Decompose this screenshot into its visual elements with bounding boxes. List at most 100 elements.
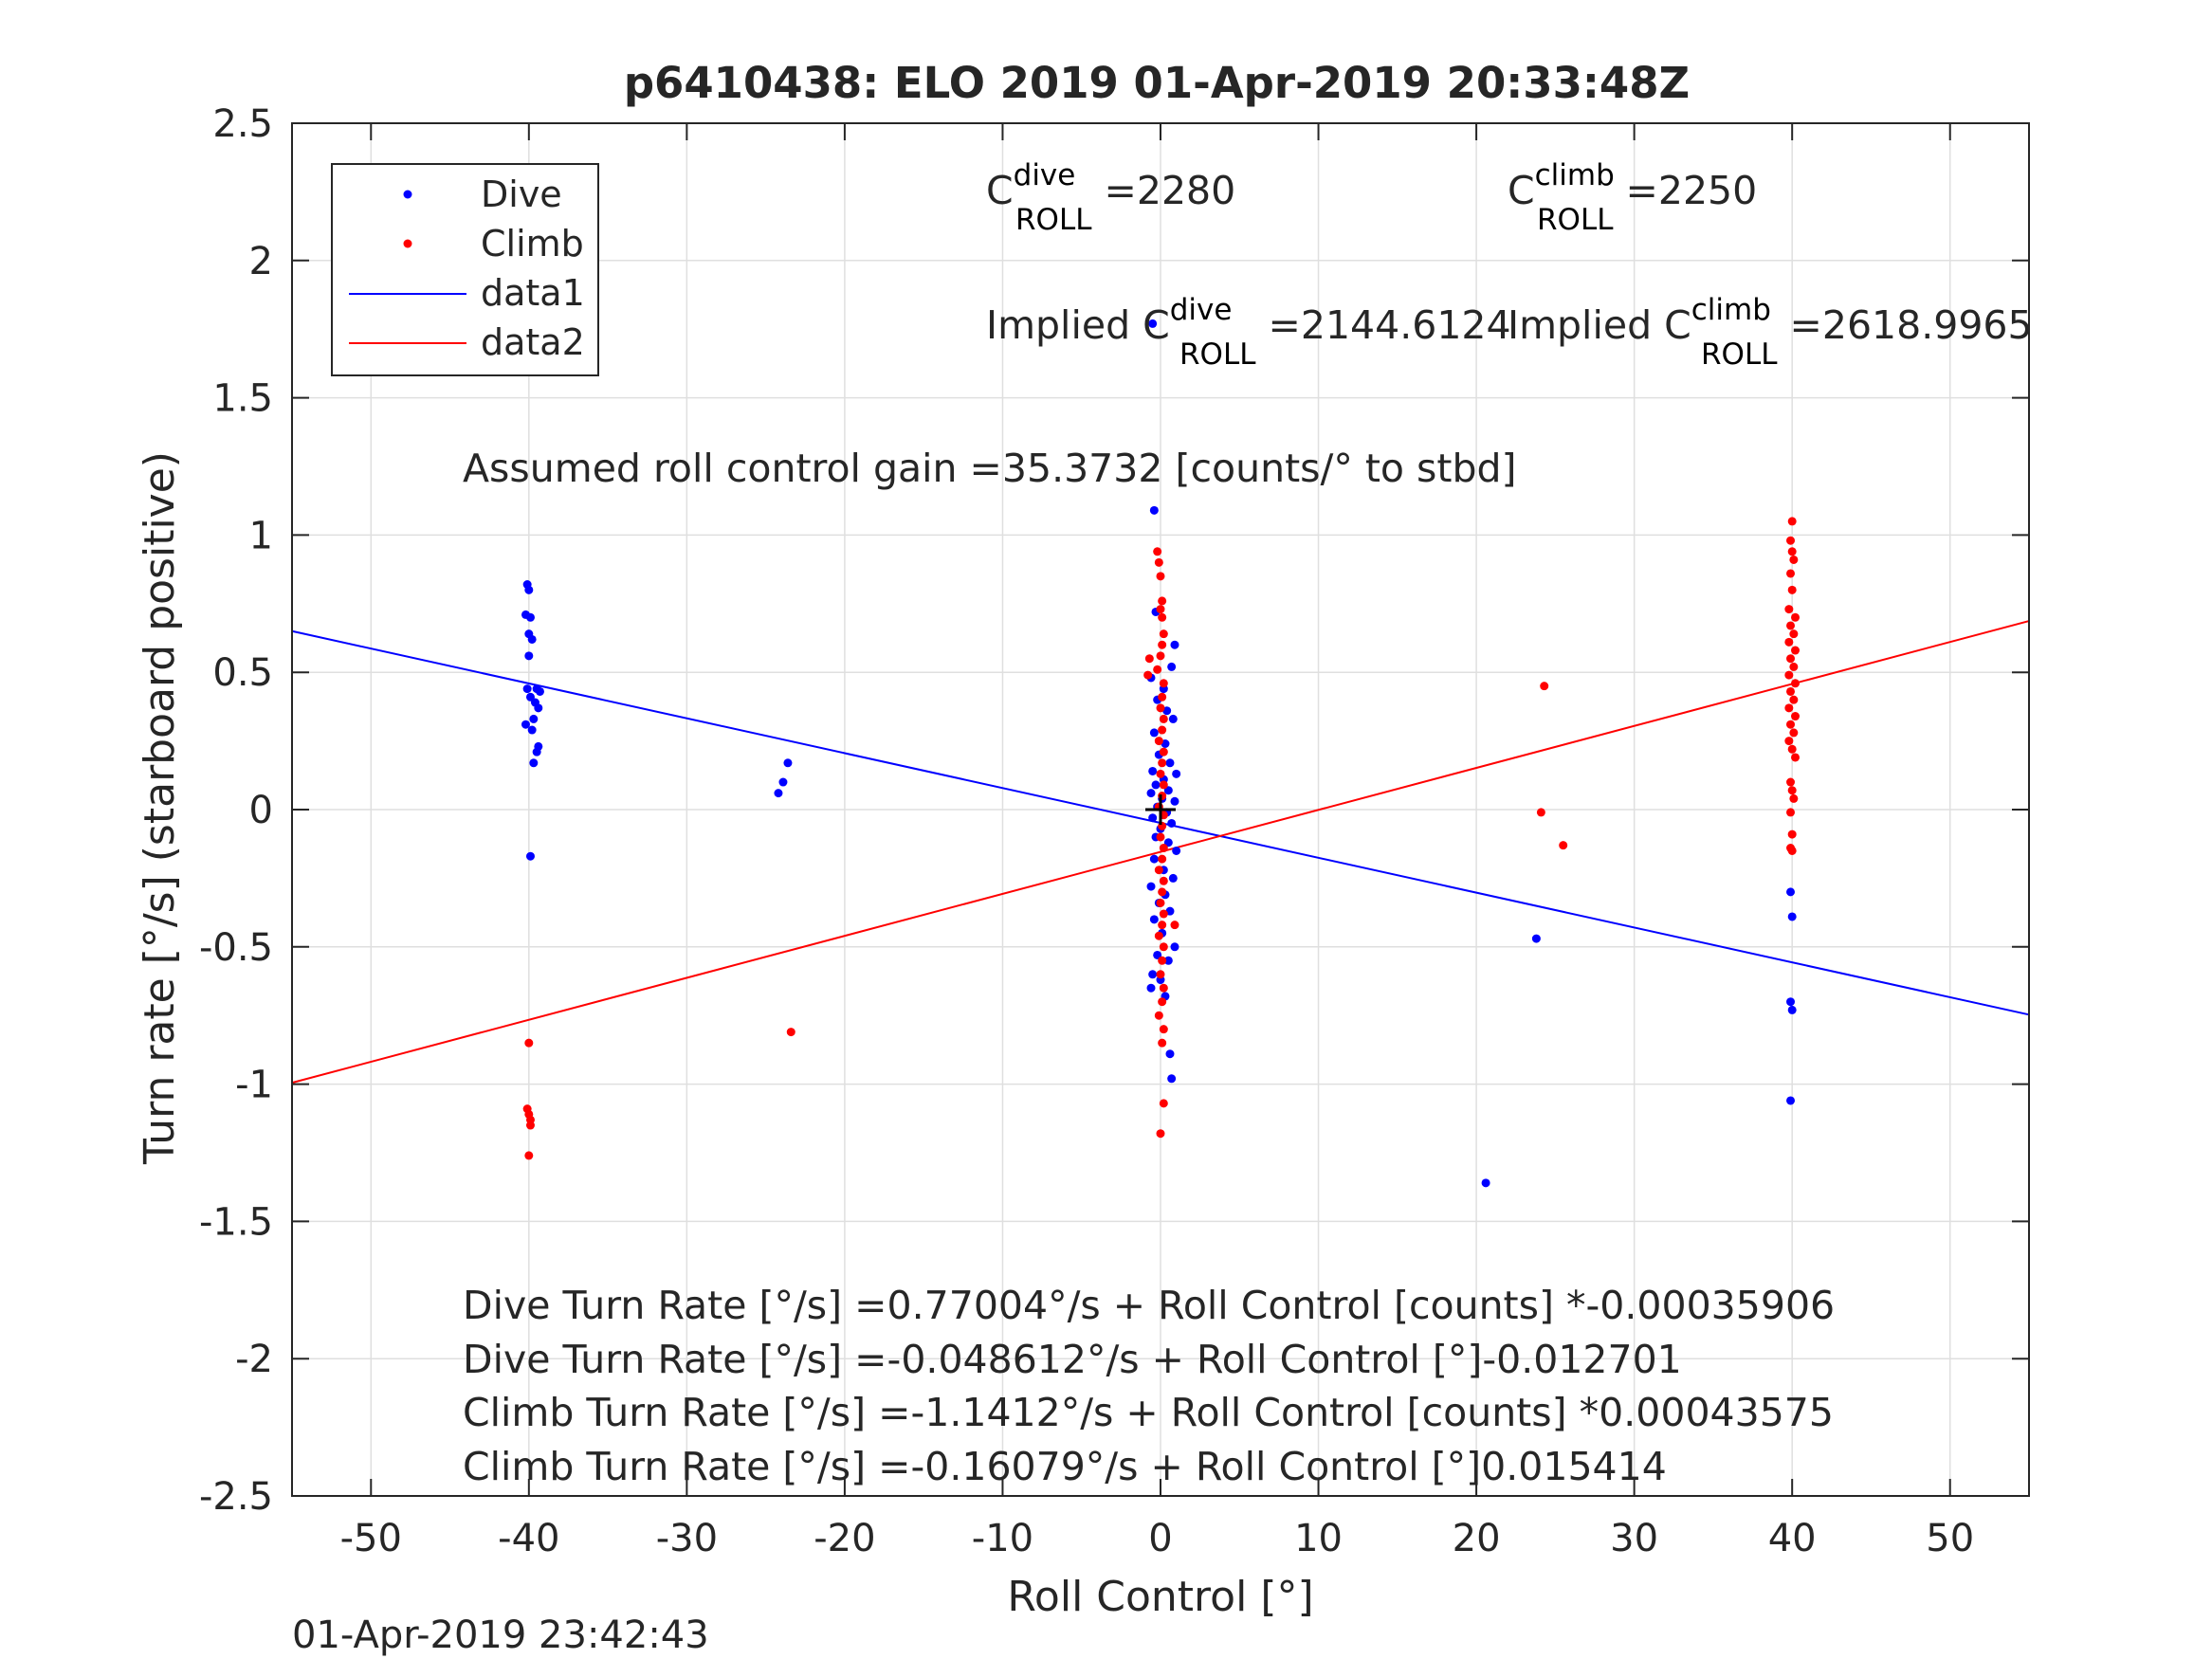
dive-point [1148,319,1158,328]
climb-point [1156,651,1165,661]
implied-c-climb-annotation: Implied Cclimb ROLL =2618.9965 [1508,293,2033,372]
climb-point [1154,931,1163,940]
climb-point [1786,536,1796,545]
climb-point [786,1028,795,1037]
climb-point [1156,605,1165,614]
climb-point [1786,777,1796,787]
dive-point [1481,1178,1490,1188]
legend: Dive Climb data1 data2 [331,163,599,376]
climb-point [1158,956,1167,965]
climb-point [1158,1038,1167,1048]
climb-point [1159,844,1168,853]
climb-point [1789,695,1799,704]
x-tick-label: 30 [1610,1517,1658,1560]
x-tick-label: 40 [1768,1517,1817,1560]
climb-point [1786,808,1796,817]
y-tick-label: -2.5 [199,1475,273,1519]
x-tick-label: -10 [972,1517,1033,1560]
climb-point [1159,1099,1168,1108]
climb-point [1786,720,1796,729]
climb-point [1158,921,1167,930]
climb-point [1787,830,1797,839]
dive-point [1786,887,1796,897]
climb-point [1159,1025,1168,1034]
dive-point [535,686,544,696]
climb-point [1159,679,1168,688]
dive-point [525,851,535,861]
dive-point [529,758,539,768]
legend-dive-label: Dive [481,173,562,215]
dive-point [1786,1096,1796,1105]
climb-point [1787,846,1797,855]
climb-point [1789,629,1799,639]
climb-point [1786,621,1796,630]
climb-point [1156,572,1165,581]
y-tick-label: 2.5 [212,102,273,146]
y-tick-label: 0.5 [212,651,273,695]
dive-point [522,684,532,694]
climb-point [1159,876,1168,885]
dive-point [521,720,530,729]
dive-point [774,789,783,798]
dive-point [1149,728,1159,738]
dive-point [1151,780,1161,790]
climb-point [1159,747,1168,757]
dive-point [527,725,537,735]
dive-point [529,714,539,723]
climb-point [1791,646,1801,655]
x-tick-label: 0 [1148,1517,1172,1560]
legend-box [331,163,599,376]
legend-data2-label: data2 [481,321,585,363]
dive-point [1531,934,1541,943]
x-tick-label: -20 [814,1517,875,1560]
dive-point [1146,983,1156,993]
x-tick-label: -50 [340,1517,402,1560]
x-axis-label: Roll Control [°] [1007,1573,1313,1621]
climb-point [1156,832,1165,842]
chart-title: p6410438: ELO 2019 01-Apr-2019 20:33:48Z [624,58,1690,108]
implied-c-dive-annotation: Implied Cdive ROLL =2144.6124 [986,293,1511,372]
climb-point [1159,780,1168,790]
climb-point [1559,841,1568,850]
climb-point [1158,854,1167,864]
x-tick-label: 20 [1453,1517,1501,1560]
climb-point [1787,517,1797,526]
climb-point [1536,808,1545,817]
dive-point [1148,766,1158,775]
dive-point [1787,912,1797,921]
dive-point [1165,758,1175,768]
climb-point [1540,682,1549,691]
climb-point [1158,997,1167,1007]
dive-point [524,651,534,661]
climb-point [1787,585,1797,594]
climb-point [1158,887,1167,897]
climb-point [1156,769,1165,778]
dive-point [1146,789,1156,798]
climb-point [1159,942,1168,952]
dive-point [1148,813,1158,823]
legend-climb-swatch [403,239,412,248]
climb-point [1154,557,1163,567]
x-tick-label: 10 [1294,1517,1343,1560]
climb-point [1156,970,1165,979]
climb-point [1158,725,1167,735]
climb-point [1154,866,1163,875]
footer-timestamp: 01-Apr-2019 23:42:43 [292,1613,709,1657]
legend-climb-label: Climb [481,223,584,264]
climb-point [1144,654,1154,664]
climb-point [1159,714,1168,723]
climb-point [1143,670,1153,680]
x-tick-label: -40 [498,1517,559,1560]
dive-point [1168,873,1178,883]
dive-degrees-equation: Dive Turn Rate [°/s] =-0.048612°/s + Rol… [463,1337,1682,1382]
climb-point [1787,744,1797,754]
climb-point [1787,786,1797,795]
climb-point [1154,737,1163,746]
climb-point [1156,703,1165,713]
dive-point [1172,769,1181,778]
dive-point [524,585,534,594]
climb-point [1158,758,1167,768]
dive-point [1163,956,1173,965]
dive-point [1170,796,1179,806]
climb-point [1791,612,1801,622]
